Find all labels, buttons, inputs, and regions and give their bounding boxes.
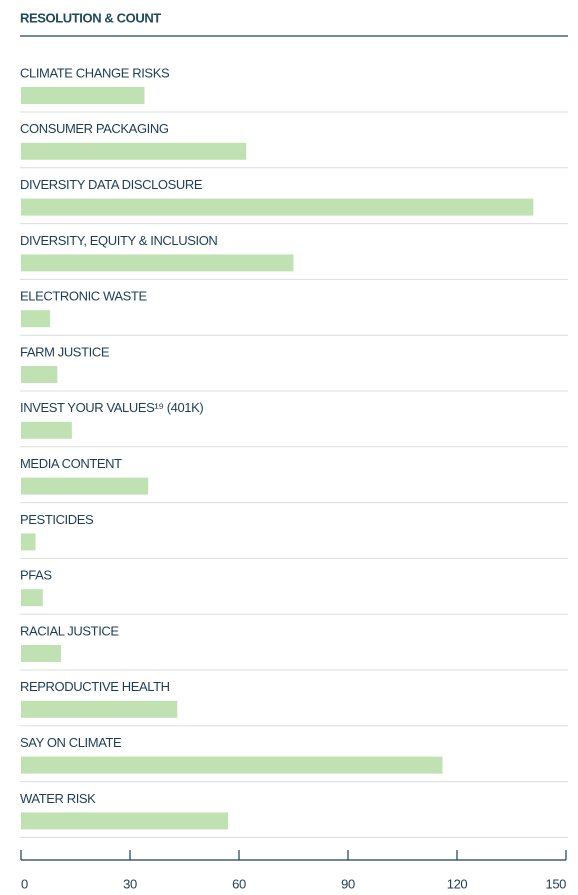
category-label: SAY ON CLIMATE (20, 735, 122, 750)
x-tick-label: 0 (21, 876, 28, 891)
bar (21, 421, 72, 439)
bar (21, 198, 534, 216)
category-label: ELECTRONIC WASTE (20, 289, 147, 304)
chart-title: RESOLUTION & COUNT (20, 10, 161, 25)
category-label: CONSUMER PACKAGING (20, 121, 169, 136)
x-tick-label: 60 (232, 876, 246, 891)
category-label: DIVERSITY DATA DISCLOSURE (20, 177, 203, 192)
category-label: FARM JUSTICE (20, 344, 110, 359)
category-label: WATER RISK (20, 791, 96, 806)
category-label: RACIAL JUSTICE (20, 623, 119, 638)
category-label: REPRODUCTIVE HEALTH (20, 679, 170, 694)
bar (21, 142, 247, 160)
category-label: INVEST YOUR VALUES¹⁹ (401K) (20, 400, 203, 415)
bar (21, 812, 229, 830)
category-label: PFAS (20, 568, 52, 583)
category-label: CLIMATE CHANGE RISKS (20, 65, 170, 80)
category-label: DIVERSITY, EQUITY & INCLUSION (20, 233, 217, 248)
bar (21, 477, 149, 495)
bar (21, 700, 178, 718)
bar (21, 310, 51, 328)
x-tick-label: 150 (546, 876, 567, 891)
bar (21, 645, 61, 662)
category-label: MEDIA CONTENT (20, 456, 122, 471)
bar (21, 533, 36, 551)
bar (21, 87, 145, 104)
x-tick-label: 30 (123, 876, 137, 891)
bar (21, 756, 443, 774)
bar (21, 366, 58, 383)
x-tick-label: 120 (447, 876, 468, 891)
category-label: PESTICIDES (20, 512, 94, 527)
bar (21, 589, 43, 607)
bar (21, 254, 294, 272)
x-tick-label: 90 (341, 876, 355, 891)
